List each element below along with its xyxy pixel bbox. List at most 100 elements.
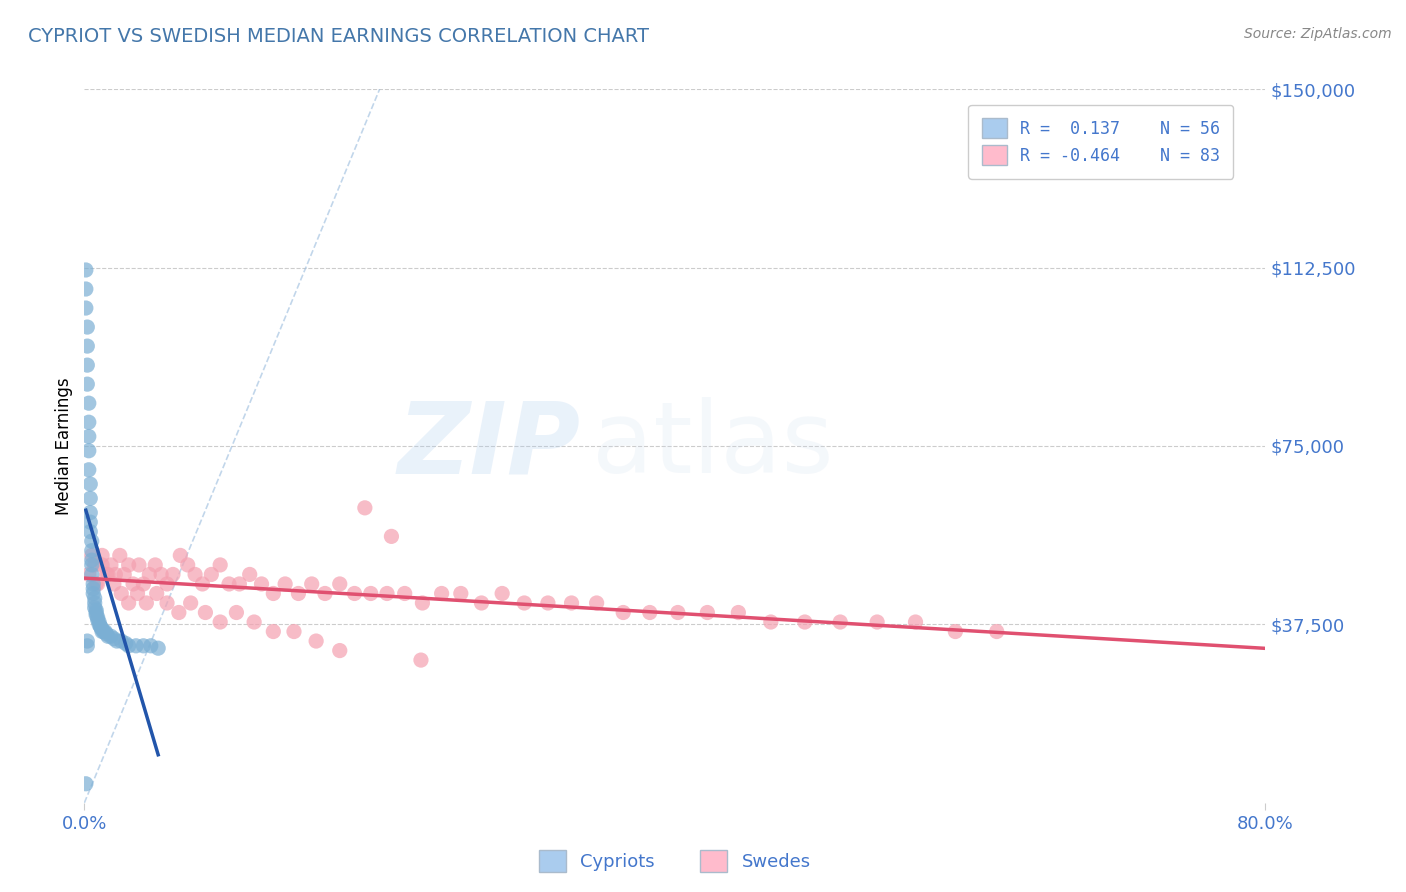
Point	[112, 567, 135, 582]
Point	[191, 577, 214, 591]
Point	[82, 582, 104, 596]
Point	[329, 643, 352, 657]
Point	[77, 463, 100, 477]
Point	[75, 282, 97, 296]
Point	[91, 549, 114, 563]
Point	[87, 617, 111, 632]
Point	[79, 491, 101, 506]
Point	[75, 263, 97, 277]
Point	[209, 615, 232, 629]
Point	[86, 613, 108, 627]
Point	[139, 639, 162, 653]
Point	[169, 549, 191, 563]
Point	[305, 634, 328, 648]
Point	[84, 606, 107, 620]
Point	[283, 624, 305, 639]
Point	[118, 596, 141, 610]
Point	[866, 615, 889, 629]
Point	[86, 577, 108, 591]
Point	[127, 586, 149, 600]
Point	[243, 615, 266, 629]
Point	[93, 624, 115, 639]
Point	[84, 603, 107, 617]
Point	[77, 429, 100, 443]
Point	[375, 586, 398, 600]
Point	[430, 586, 453, 600]
Point	[262, 586, 284, 600]
Point	[380, 529, 402, 543]
Point	[184, 567, 207, 582]
Point	[82, 586, 104, 600]
Point	[91, 624, 114, 639]
Point	[666, 606, 689, 620]
Point	[314, 586, 336, 600]
Point	[110, 634, 132, 648]
Point	[76, 320, 98, 334]
Point	[80, 549, 103, 563]
Point	[91, 558, 114, 572]
Point	[80, 543, 103, 558]
Point	[560, 596, 583, 610]
Point	[125, 639, 148, 653]
Point	[513, 596, 536, 610]
Point	[904, 615, 927, 629]
Point	[793, 615, 815, 629]
Point	[343, 586, 366, 600]
Point	[301, 577, 323, 591]
Point	[180, 596, 202, 610]
Point	[239, 567, 262, 582]
Point	[409, 653, 432, 667]
Point	[138, 567, 160, 582]
Point	[108, 549, 131, 563]
Point	[114, 636, 136, 650]
Point	[76, 358, 98, 372]
Point	[143, 558, 166, 572]
Text: CYPRIOT VS SWEDISH MEDIAN EARNINGS CORRELATION CHART: CYPRIOT VS SWEDISH MEDIAN EARNINGS CORRE…	[28, 27, 650, 45]
Point	[132, 577, 155, 591]
Point	[638, 606, 661, 620]
Point	[76, 639, 98, 653]
Point	[76, 377, 98, 392]
Point	[122, 577, 145, 591]
Point	[287, 586, 309, 600]
Point	[250, 577, 273, 591]
Point	[585, 596, 607, 610]
Point	[80, 553, 103, 567]
Point	[394, 586, 416, 600]
Point	[103, 632, 125, 646]
Point	[97, 629, 120, 643]
Text: Source: ZipAtlas.com: Source: ZipAtlas.com	[1244, 27, 1392, 41]
Point	[148, 641, 170, 656]
Point	[83, 591, 105, 606]
Point	[105, 634, 128, 648]
Point	[77, 415, 100, 429]
Text: atlas: atlas	[592, 398, 834, 494]
Point	[97, 567, 120, 582]
Point	[84, 607, 107, 622]
Point	[76, 634, 98, 648]
Point	[200, 567, 222, 582]
Point	[90, 620, 112, 634]
Point	[82, 577, 104, 591]
Point	[470, 596, 492, 610]
Point	[162, 567, 184, 582]
Point	[696, 606, 718, 620]
Point	[132, 639, 155, 653]
Point	[150, 567, 173, 582]
Point	[80, 567, 103, 582]
Point	[135, 596, 157, 610]
Point	[118, 639, 141, 653]
Point	[91, 622, 114, 636]
Point	[128, 558, 150, 572]
Point	[262, 624, 284, 639]
Point	[84, 577, 107, 591]
Point	[83, 600, 105, 615]
Point	[830, 615, 852, 629]
Point	[759, 615, 782, 629]
Text: ZIP: ZIP	[398, 398, 581, 494]
Point	[727, 606, 749, 620]
Point	[75, 777, 97, 791]
Point	[194, 606, 217, 620]
Legend: Cypriots, Swedes: Cypriots, Swedes	[531, 843, 818, 880]
Point	[209, 558, 232, 572]
